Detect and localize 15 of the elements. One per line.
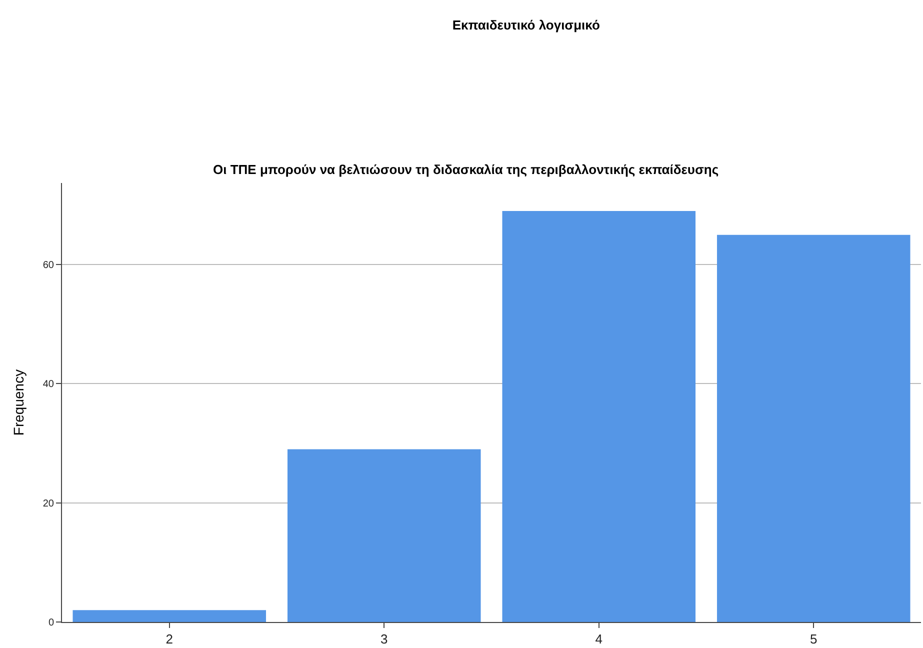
bar — [502, 211, 696, 622]
x-tick-label: 4 — [595, 632, 602, 647]
y-axis-title: Frequency — [10, 369, 26, 436]
x-tick-label: 5 — [810, 632, 818, 647]
bar — [716, 234, 910, 622]
y-tick-label: 60 — [42, 260, 54, 272]
chart-subtitle: Οι ΤΠΕ μπορούν να βελτιώσουν τη διδασκαλία της περιβαλλοντικής εκπαίδευσης — [213, 162, 719, 177]
bar — [287, 449, 481, 622]
bar — [72, 610, 266, 622]
x-tick-label: 2 — [166, 632, 173, 647]
chart-title: Εκπαιδευτικό λογισμικό — [452, 18, 600, 33]
y-tick-label: 20 — [42, 498, 54, 510]
y-tick-label: 40 — [42, 379, 54, 390]
x-tick-label: 3 — [380, 632, 388, 647]
y-tick-label: 0 — [48, 618, 54, 628]
